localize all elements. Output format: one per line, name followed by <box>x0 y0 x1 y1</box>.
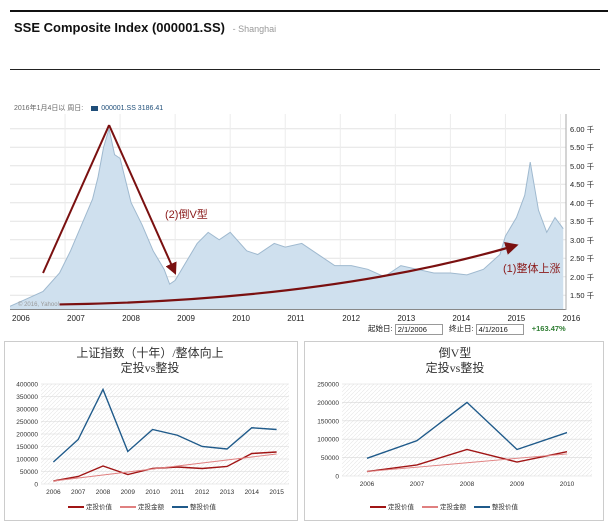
index-area <box>10 128 564 310</box>
main-x-tick: 2007 <box>67 314 85 323</box>
legend-swatch <box>68 506 84 509</box>
series-readout: 000001.SS 3186.41 <box>101 105 164 112</box>
y-tick-label: 50000 <box>20 469 38 476</box>
main-x-tick: 2013 <box>397 314 416 323</box>
yahoo-watermark: © 2016, Yahoo! <box>18 301 60 308</box>
main-x-tick: 2012 <box>342 314 361 323</box>
main-x-tick: 2009 <box>177 314 195 323</box>
main-y-tick: 3.00 千 <box>570 235 595 245</box>
x-tick-label: 2009 <box>121 489 136 496</box>
annotation-overall-rise: (1)整体上涨 <box>503 263 561 275</box>
y-tick-label: 100000 <box>317 437 339 444</box>
series-line-1 <box>366 448 568 473</box>
legend-label: 定投价值 <box>86 504 112 511</box>
x-tick-label: 2013 <box>220 489 235 496</box>
x-tick-label: 2007 <box>71 489 86 496</box>
y-tick-label: 0 <box>34 482 38 489</box>
x-tick-label: 2015 <box>269 489 284 496</box>
y-tick-label: 400000 <box>16 382 38 389</box>
legend-label: 定投金额 <box>138 504 164 511</box>
annotation-inverted-v: (2)倒V型 <box>165 209 208 221</box>
change-percent: +163.47% <box>531 324 566 333</box>
y-tick-label: 50000 <box>321 455 339 462</box>
main-x-tick: 2014 <box>452 314 471 323</box>
main-x-tick: 2016 <box>562 314 581 323</box>
y-tick-label: 300000 <box>16 407 38 414</box>
main-y-tick: 6.00 千 <box>570 124 595 134</box>
sse-main-chart: © 2016, Yahoo! <box>10 114 567 310</box>
end-date-input[interactable]: 4/1/2016 <box>475 323 524 335</box>
x-tick-label: 2009 <box>510 481 525 488</box>
main-y-tick: 5.00 千 <box>570 161 595 171</box>
main-y-tick: 5.50 千 <box>570 143 595 153</box>
series-swatch <box>91 105 99 111</box>
main-y-tick: 4.00 千 <box>570 198 595 208</box>
main-x-tick: 2008 <box>122 314 140 323</box>
legend-swatch <box>422 506 438 509</box>
index-title: SSE Composite Index (000001.SS) <box>14 20 225 35</box>
main-x-tick: 2006 <box>12 314 30 323</box>
y-tick-label: 350000 <box>16 394 38 401</box>
legend-swatch <box>474 506 490 509</box>
arrow-overall-rise <box>59 242 519 306</box>
legend-label: 定投金额 <box>440 504 466 511</box>
x-tick-label: 2012 <box>195 489 210 496</box>
ten-year-chart-title: 上证指数（十年）/整体向上 定投vs整投 <box>76 346 224 375</box>
main-y-tick: 1.50 千 <box>570 291 595 301</box>
y-tick-label: 0 <box>335 474 339 481</box>
legend-label: 定投价值 <box>388 504 414 511</box>
arrow-rise-segment <box>42 124 111 274</box>
x-tick-label: 2011 <box>170 489 184 496</box>
legend-swatch <box>120 506 136 509</box>
series-line-2 <box>53 453 277 482</box>
legend-label: 整投价值 <box>492 504 518 511</box>
y-tick-label: 150000 <box>16 444 38 451</box>
x-tick-label: 2006 <box>46 489 61 496</box>
inverted-v-legend: 定投价值 定投金额 整投价值 <box>362 501 518 511</box>
start-date-input[interactable]: 2/1/2006 <box>394 323 443 335</box>
location-label: Shanghai <box>238 24 277 34</box>
chart-info-bar: 2016年1月4日以 周日: 000001.SS 3186.41 <box>14 105 164 112</box>
y-tick-label: 250000 <box>317 382 339 389</box>
main-x-tick: 2011 <box>287 314 305 323</box>
top-rule <box>10 10 608 12</box>
main-x-tick: 2010 <box>232 314 250 323</box>
legend-swatch <box>370 506 386 509</box>
main-y-tick: 2.50 千 <box>570 254 595 264</box>
main-x-tick: 2015 <box>507 314 526 323</box>
main-y-tick: 3.50 千 <box>570 217 595 227</box>
inverted-v-line-chart: 0 50000 100000 150000 200000 250000 2006 2007 20… <box>317 382 592 488</box>
x-tick-label: 2010 <box>145 489 160 496</box>
x-tick-label: 2006 <box>360 481 375 488</box>
x-tick-label: 2008 <box>96 489 111 496</box>
title-separator <box>10 69 600 70</box>
y-tick-label: 150000 <box>317 418 339 425</box>
x-tick-label: 2007 <box>410 481 425 488</box>
main-y-tick: 4.50 千 <box>570 180 595 190</box>
legend-swatch <box>172 506 188 509</box>
series-line-3 <box>366 401 568 459</box>
y-tick-label: 200000 <box>317 400 339 407</box>
y-tick-label: 100000 <box>16 457 38 464</box>
series-line-3 <box>52 387 277 463</box>
series-line-2 <box>366 453 568 473</box>
page-title: SSE Composite Index (000001.SS) - Shangh… <box>14 20 277 35</box>
date-range-bar: 起始日: 2/1/2006 终止日: 4/1/2016 +163.47% <box>368 323 566 335</box>
y-tick-label: 250000 <box>16 419 38 426</box>
x-tick-label: 2014 <box>245 489 260 496</box>
arrow-fall-segment <box>108 124 177 275</box>
x-tick-label: 2010 <box>560 481 575 488</box>
x-tick-label: 2008 <box>460 481 475 488</box>
ten-year-legend: 定投价值 定投金额 整投价值 <box>60 501 216 511</box>
main-y-tick: 2.00 千 <box>570 272 595 282</box>
index-line <box>10 128 564 307</box>
plot-area <box>342 384 592 476</box>
ten-year-line-chart: 0 50000 100000 150000 200000 250000 300000 3500… <box>16 382 289 496</box>
legend-label: 整投价值 <box>190 504 216 511</box>
inverted-v-chart-title: 倒V型 定投vs整投 <box>425 346 485 375</box>
y-tick-label: 200000 <box>16 432 38 439</box>
